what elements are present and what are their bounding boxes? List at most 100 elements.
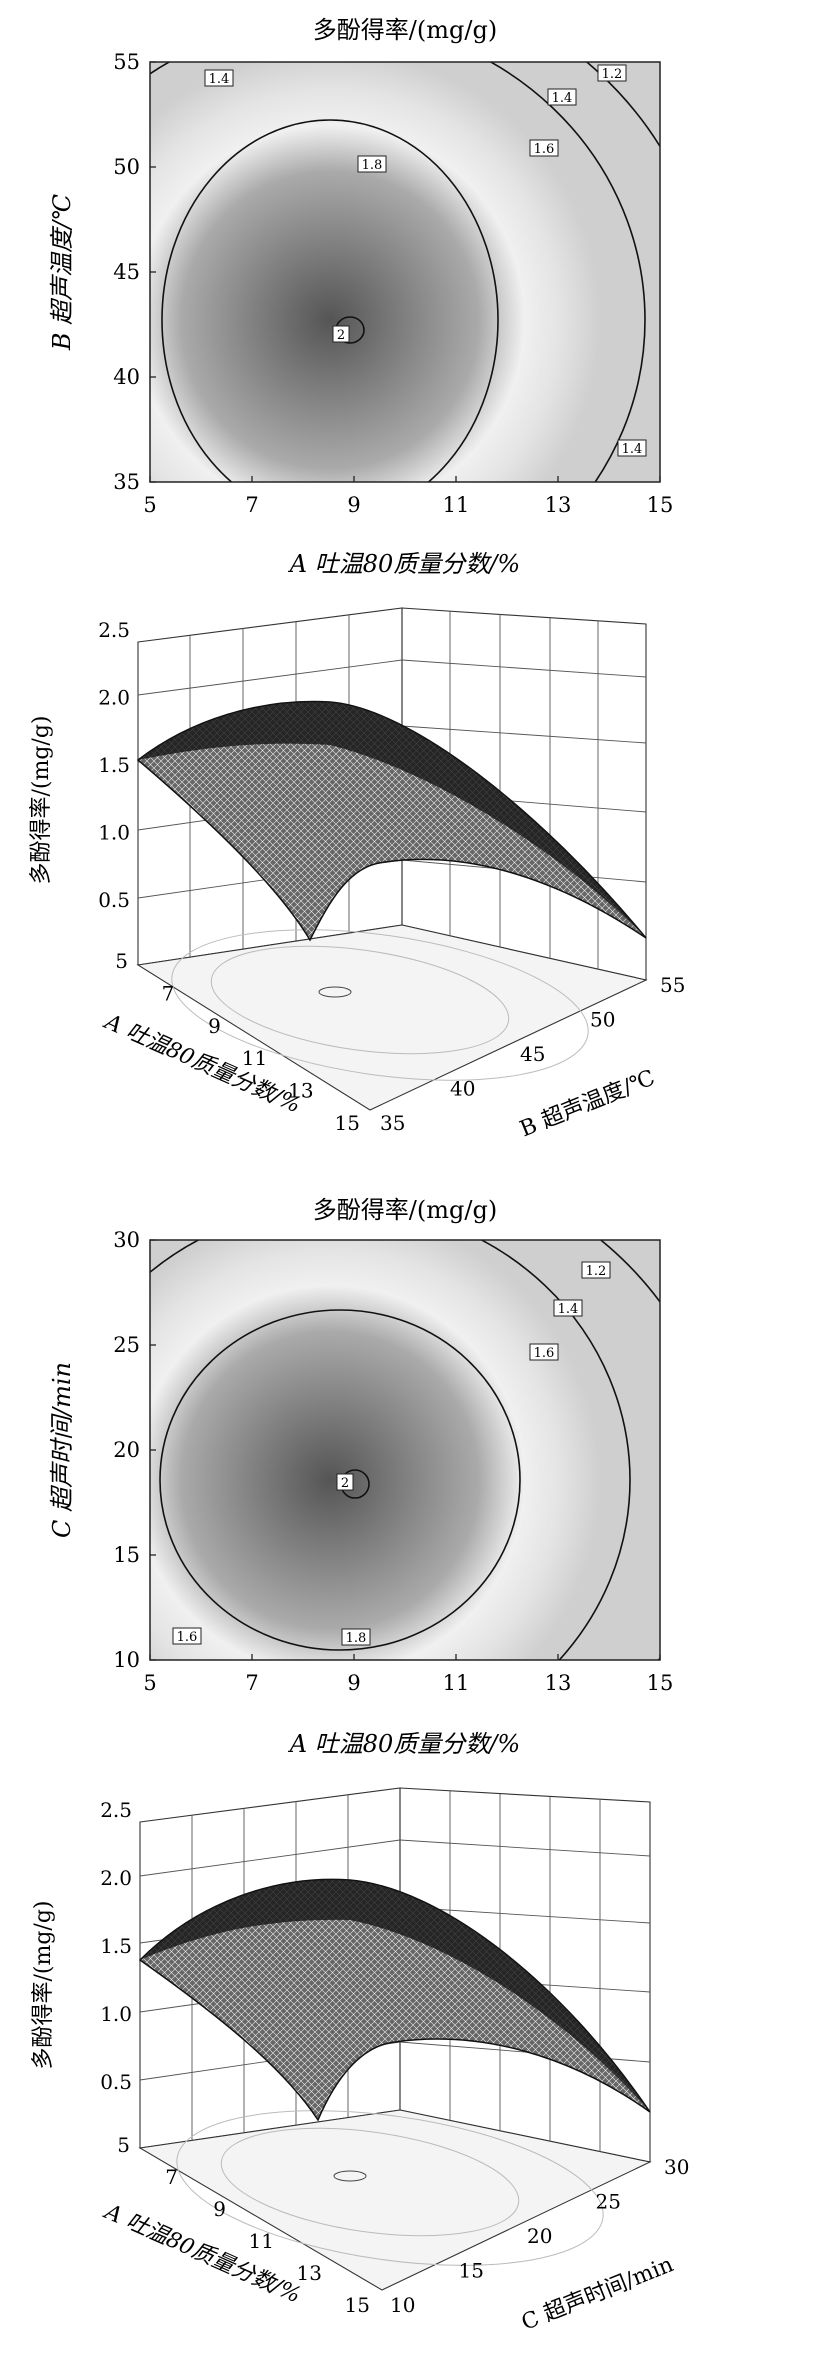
contour-label-2: 2 <box>337 328 345 343</box>
x-tick-label: 13 <box>288 1079 313 1103</box>
z-tick-label: 2.5 <box>98 618 130 642</box>
y-tick-labels: 35 40 45 50 55 <box>380 973 685 1135</box>
surface-ridge <box>138 701 646 938</box>
y-tick-label: 55 <box>113 50 140 74</box>
x-tick-label: 9 <box>208 1014 221 1038</box>
y-tick-label: 30 <box>664 2155 689 2179</box>
y-axis-label: C 超声时间/min <box>48 1362 76 1538</box>
x-axis-label: A 吐温80质量分数/% <box>288 550 520 578</box>
x-tick-label: 7 <box>162 981 175 1005</box>
y-tick-label: 40 <box>113 365 140 389</box>
contour-label-1.4: 1.4 <box>209 72 230 87</box>
x-tick-label: 7 <box>245 493 258 517</box>
z-tick-label: 2.0 <box>98 686 130 710</box>
floor-contours <box>171 929 589 1081</box>
surface-panel-ac: 0.5 1.0 1.5 2.0 2.5 5 7 9 11 13 15 10 15 20 25 30 多酚得… <box>0 1780 826 2360</box>
y-tick-label: 45 <box>520 1042 545 1066</box>
x-tick-labels: 5 7 9 11 13 15 <box>143 1654 673 1695</box>
surface-panel-ab: 0.5 1.0 1.5 2.0 2.5 5 7 9 11 13 15 35 40 45 50 55 多酚得… <box>0 600 826 1180</box>
surface-ridge <box>140 1879 650 2112</box>
contour-label-1.6: 1.6 <box>534 1346 555 1361</box>
x-tick-label: 11 <box>242 1046 267 1070</box>
y-tick-label: 50 <box>113 155 140 179</box>
x-tick-label: 5 <box>115 949 128 973</box>
contour-label-1.4: 1.4 <box>558 1302 579 1317</box>
surface-chart-ac: 0.5 1.0 1.5 2.0 2.5 5 7 9 11 13 15 10 15 20 25 30 多酚得… <box>31 1787 689 2336</box>
x-tick-labels: 5 7 9 11 13 15 <box>117 2133 370 2317</box>
contour-labels: 1.4 1.2 1.4 1.6 1.8 2 1.4 <box>204 64 647 457</box>
contour-line-1.8 <box>159 1309 521 1651</box>
contour-label-1.2: 1.2 <box>602 67 623 82</box>
y-tick-label: 35 <box>113 470 140 494</box>
y-tick-label: 55 <box>660 973 685 997</box>
surface-chart-ab: 0.5 1.0 1.5 2.0 2.5 5 7 9 11 13 15 35 40 45 50 55 多酚得… <box>29 607 685 1143</box>
y-tick-label: 15 <box>113 1543 140 1567</box>
contour-panel-ab: 多酚得率/(mg/g) 1.4 1.2 1.4 1.6 1.8 2 1.4 5 7… <box>0 0 826 600</box>
contour-panel-ac: 多酚得率/(mg/g) 1.2 1.4 1.6 1.6 1.8 2 5 7 9 11 1… <box>0 1180 826 1780</box>
x-tick-label: 15 <box>647 1671 674 1695</box>
x-tick-label: 5 <box>117 2133 130 2157</box>
y-tick-label: 20 <box>527 2224 552 2248</box>
contour-label-1.4c: 1.4 <box>622 442 643 457</box>
x-tick-label: 9 <box>347 493 360 517</box>
contour-label-1.6b: 1.6 <box>177 1630 198 1645</box>
x-axis-label: A 吐温80质量分数/% <box>288 1730 520 1758</box>
contour-label-1.8: 1.8 <box>346 1631 367 1646</box>
contour-line-1.8 <box>161 119 499 482</box>
y-axis-label: B 超声温度/℃ <box>517 1066 659 1143</box>
z-tick-label: 2.5 <box>100 1798 132 1822</box>
x-tick-labels: 5 7 9 11 13 15 <box>143 476 673 517</box>
x-tick-label: 5 <box>143 493 156 517</box>
z-axis-label: 多酚得率/(mg/g) <box>31 1900 56 2069</box>
plot-area <box>150 62 660 482</box>
contour-label-1.8: 1.8 <box>362 158 383 173</box>
contour-label-2: 2 <box>341 1476 349 1491</box>
x-tick-label: 11 <box>443 1671 470 1695</box>
contour-line-1.6 <box>150 1240 631 1660</box>
z-tick-labels: 0.5 1.0 1.5 2.0 2.5 <box>100 1798 132 2094</box>
z-tick-label: 0.5 <box>98 888 130 912</box>
x-tick-label: 15 <box>345 2293 370 2317</box>
plot-area <box>150 1240 660 1660</box>
y-tick-label: 25 <box>113 1333 140 1357</box>
contour-label-1.2: 1.2 <box>586 1264 607 1279</box>
y-tick-labels: 10 15 20 25 30 <box>390 2155 689 2317</box>
x-tick-label: 15 <box>647 493 674 517</box>
y-tick-labels: 10 15 20 25 30 <box>113 1228 156 1672</box>
contour-labels: 1.2 1.4 1.6 1.6 1.8 2 <box>172 1261 611 1646</box>
x-tick-label: 7 <box>165 2165 178 2189</box>
floor-contours <box>176 2110 604 2266</box>
x-tick-label: 13 <box>545 493 572 517</box>
contour-line-1.6 <box>150 62 646 482</box>
z-tick-label: 2.0 <box>100 1866 132 1890</box>
y-tick-label: 40 <box>450 1077 475 1101</box>
contour-label-1.6: 1.6 <box>534 142 555 157</box>
z-tick-label: 1.0 <box>98 821 130 845</box>
x-tick-label: 11 <box>249 2229 274 2253</box>
y-tick-label: 50 <box>590 1008 615 1032</box>
x-tick-label: 11 <box>443 493 470 517</box>
floor <box>136 924 648 1111</box>
contour-label-1.4b: 1.4 <box>552 91 573 106</box>
y-tick-label: 30 <box>113 1228 140 1252</box>
y-tick-label: 35 <box>380 1111 405 1135</box>
x-tick-labels: 5 7 9 11 13 15 <box>115 949 360 1135</box>
y-tick-label: 25 <box>596 2190 621 2214</box>
z-tick-label: 1.0 <box>100 2002 132 2026</box>
y-tick-label: 45 <box>113 260 140 284</box>
y-tick-label: 10 <box>113 1648 140 1672</box>
z-tick-label: 1.5 <box>100 1934 132 1958</box>
y-tick-label: 15 <box>459 2259 484 2283</box>
x-tick-label: 15 <box>335 1111 360 1135</box>
y-tick-label: 10 <box>390 2293 415 2317</box>
y-tick-labels: 35 40 45 50 55 <box>113 50 156 494</box>
z-tick-label: 0.5 <box>100 2070 132 2094</box>
chart-title: 多酚得率/(mg/g) <box>313 16 497 44</box>
x-tick-label: 13 <box>545 1671 572 1695</box>
chart-title: 多酚得率/(mg/g) <box>313 1196 497 1224</box>
y-tick-label: 20 <box>113 1438 140 1462</box>
contour-chart-ab: 多酚得率/(mg/g) 1.4 1.2 1.4 1.6 1.8 2 1.4 5 7… <box>48 16 673 578</box>
x-tick-label: 13 <box>297 2261 322 2285</box>
z-axis-label: 多酚得率/(mg/g) <box>29 715 54 884</box>
x-tick-label: 7 <box>245 1671 258 1695</box>
